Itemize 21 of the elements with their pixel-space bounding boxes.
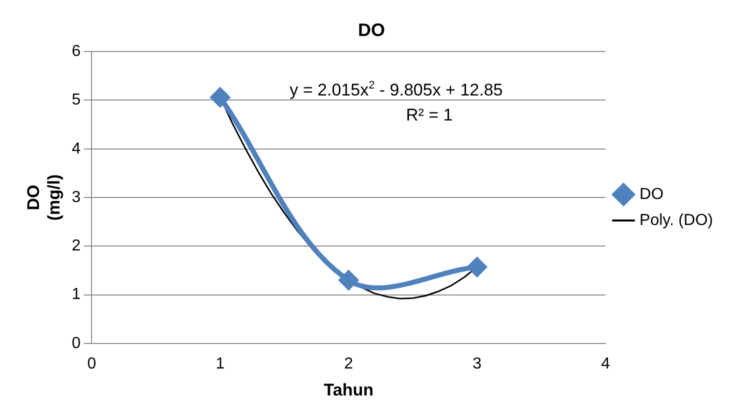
- annotation: R² = 1: [406, 105, 453, 124]
- x-tick-label: 2: [344, 355, 354, 372]
- legend-label: Poly. (DO): [640, 212, 713, 229]
- chart-title: DO: [358, 20, 385, 40]
- x-axis-title: Tahun: [324, 380, 374, 400]
- y-tick-label: 2: [72, 238, 81, 255]
- y-tick-label: 1: [72, 286, 81, 304]
- y-tick-label: 5: [72, 92, 81, 109]
- y-tick-label: 6: [72, 43, 81, 60]
- y-tick-label: 0: [72, 334, 81, 352]
- point: [210, 88, 230, 107]
- y-tick-label: 4: [72, 140, 81, 158]
- y-axis-title: DO (mg/l): [24, 174, 64, 221]
- y-tick-label: 3: [72, 188, 81, 206]
- legend-label: DO: [640, 186, 664, 203]
- x-tick-label: 0: [87, 355, 96, 372]
- point: [339, 270, 358, 290]
- point: [468, 258, 487, 277]
- x-tick-label: 1: [216, 355, 225, 372]
- x-tick-label: 3: [472, 355, 482, 372]
- x-tick-label: 4: [601, 355, 610, 372]
